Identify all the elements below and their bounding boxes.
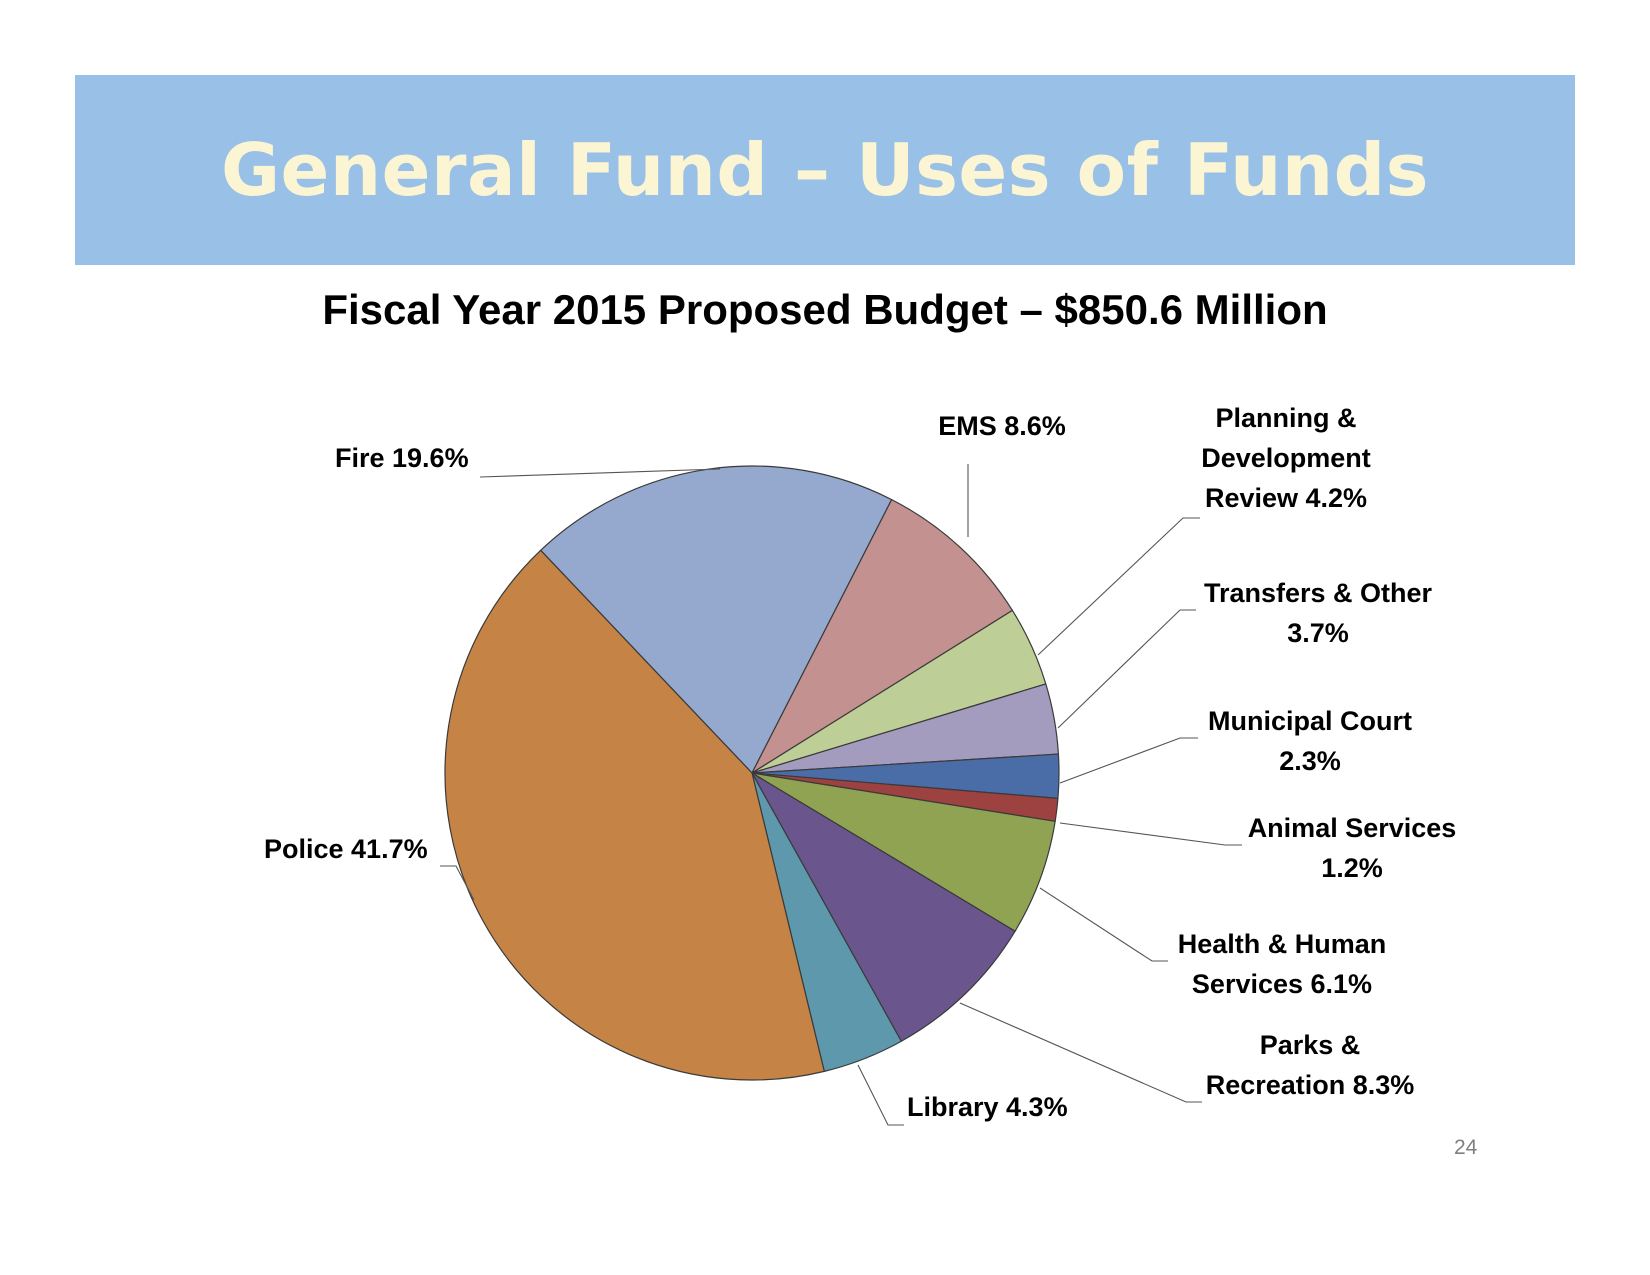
slice-label-ems: EMS 8.6% <box>938 411 1066 441</box>
leader-line-fire <box>479 468 721 478</box>
slice-label-animal-services: Animal Services 1.2% <box>1248 813 1457 883</box>
slice-label-fire: Fire 19.6% <box>335 443 469 473</box>
chart-subtitle: Fiscal Year 2015 Proposed Budget – $850.… <box>322 286 1328 333</box>
pie-slice-health-and-human-services <box>751 772 1056 932</box>
slice-label-line: Health & Human <box>1178 929 1387 959</box>
title-banner: General Fund – Uses of Funds <box>75 75 1575 265</box>
slice-label-line: 1.2% <box>1321 853 1383 883</box>
pie-slice-police <box>444 549 825 1081</box>
slice-label-line: 2.3% <box>1279 746 1341 776</box>
slice-label-line: Animal Services <box>1248 813 1457 843</box>
leader-line-parks-and-recreation <box>959 1002 1202 1103</box>
slice-label-health-and-human-services: Health & Human Services 6.1% <box>1178 929 1387 999</box>
slice-label-line: Recreation 8.3% <box>1206 1070 1415 1100</box>
leader-line-animal-services <box>1059 822 1242 846</box>
slice-label-line: Municipal Court <box>1208 706 1412 736</box>
slice-label-police: Police 41.7% <box>264 834 428 864</box>
leader-line-library <box>857 1064 904 1126</box>
slice-label-line: Police 41.7% <box>264 834 428 864</box>
leader-line-planning-and-development-review <box>1037 517 1200 656</box>
slice-label-line: Review 4.2% <box>1205 483 1367 513</box>
slide-title: General Fund – Uses of Funds <box>220 128 1430 212</box>
leader-line-municipal-court <box>1059 737 1198 784</box>
slice-label-line: Transfers & Other <box>1204 578 1433 608</box>
pie-slice-parks-and-recreation <box>751 772 1016 1042</box>
slice-label-transfers-and-other: Transfers & Other 3.7% <box>1204 578 1433 648</box>
slice-label-line: 3.7% <box>1287 618 1349 648</box>
leader-line-health-and-human-services <box>1039 887 1168 962</box>
pie-slice-ems <box>751 499 1014 774</box>
leader-line-police <box>440 865 475 901</box>
slice-label-line: EMS 8.6% <box>938 411 1066 441</box>
slice-label-line: Planning & <box>1216 403 1357 433</box>
slice-label-line: Development <box>1201 443 1371 473</box>
slice-label-planning-and-development-review: Planning & Development Review 4.2% <box>1201 403 1371 513</box>
slice-label-line: Services 6.1% <box>1192 969 1372 999</box>
slice-label-parks-and-recreation: Parks & Recreation 8.3% <box>1206 1030 1415 1100</box>
leader-line-transfers-and-other <box>1057 609 1196 729</box>
slice-label-line: Library 4.3% <box>907 1092 1068 1122</box>
slice-label-municipal-court: Municipal Court 2.3% <box>1208 706 1412 776</box>
page-number: 24 <box>1454 1136 1478 1159</box>
slice-label-library: Library 4.3% <box>907 1092 1068 1122</box>
slice-label-line: Fire 19.6% <box>335 443 469 473</box>
slice-label-line: Parks & <box>1260 1030 1361 1060</box>
